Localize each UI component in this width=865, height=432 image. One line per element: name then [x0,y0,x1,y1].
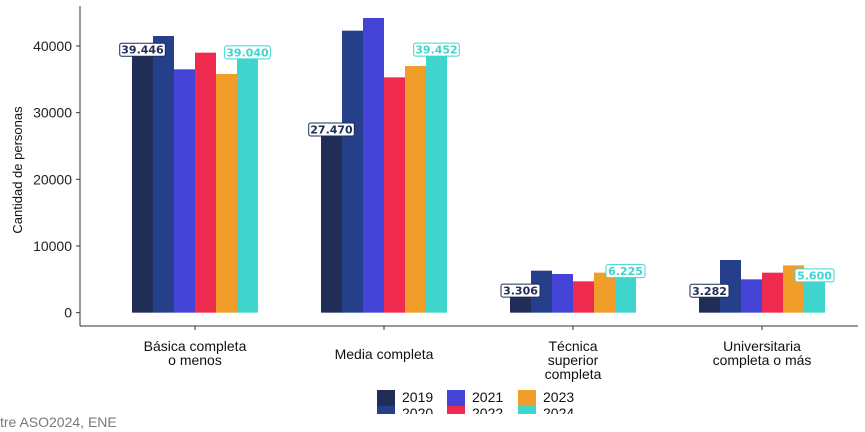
x-category-label: Universitaria [723,338,801,354]
source-caption: tre ASO2024, ENE [0,414,117,430]
data-label-box [794,268,835,283]
data-label: 6.225 [608,265,643,278]
bar-2020 [531,270,552,313]
data-label-box [308,122,355,137]
bar-2021 [741,279,762,313]
bar-2023 [216,74,237,313]
bar-2019 [321,129,342,313]
x-category-label: superior [548,352,599,368]
data-label-box [119,42,166,57]
data-label-box [224,45,271,60]
bar-2022 [384,77,405,313]
legend-label-2020: 2020 [402,405,433,414]
data-label-box [605,264,646,279]
data-label: 5.600 [797,269,832,282]
y-tick-label: 40000 [33,38,72,54]
legend-label-2019: 2019 [402,389,433,405]
data-label-box [413,42,460,57]
data-labels: 39.446 39.040 27.470 39.452 3.306 6.225 3.282 5… [119,42,835,298]
bar-2021 [363,18,384,313]
bar-2023 [594,272,615,313]
bar-2024 [615,271,636,313]
bar-2024 [804,275,825,313]
bar-2021 [552,274,573,313]
x-category-label: completa o más [713,352,812,368]
bar-2020 [153,36,174,313]
data-label: 3.282 [692,285,727,298]
y-tick-label: 30000 [33,105,72,121]
data-label: 39.040 [226,46,269,59]
legend-label-2024: 2024 [543,405,574,414]
x-category-label: Media completa [335,346,434,362]
x-category-label: Técnica [548,338,597,354]
axes: 0 10000 20000 30000 40000 [33,6,858,330]
bar-2022 [195,52,216,313]
bar-2024 [237,52,258,313]
bar-2019 [132,49,153,313]
bars [132,18,825,313]
legend-label-2023: 2023 [543,389,574,405]
x-category-label: completa [545,366,602,382]
y-axis-title: Cantidad de personas [10,106,25,234]
bar-2022 [573,281,594,313]
data-label: 39.452 [415,44,457,57]
bar-2020 [342,30,363,313]
data-label-box [689,283,730,298]
y-tick-label: 0 [64,305,72,321]
legend-swatch-2019 [377,390,395,406]
y-axis-label: Cantidad de personas [10,106,25,234]
legend-swatch-2020 [377,406,395,414]
y-tick-label: 20000 [33,171,72,187]
bar-2023 [405,66,426,313]
legend-swatch-2022 [447,406,465,414]
legend-swatch-2023 [518,390,536,406]
x-category-label: o menos [168,352,222,368]
y-tick-label: 10000 [33,238,72,254]
data-label-box [500,283,541,298]
bar-2022 [762,272,783,313]
bar-2021 [174,69,195,313]
bar-2024 [426,49,447,313]
data-label: 27.470 [310,124,353,137]
data-label: 3.306 [503,285,538,298]
legend-label-2022: 2022 [472,405,503,414]
bar-chart: Cantidad de personas 0 10000 20000 30000 400… [10,6,858,414]
x-category-label: Básica completa [144,338,247,354]
legend-label-2021: 2021 [472,389,503,405]
data-label: 39.446 [121,44,164,57]
legend-swatch-2021 [447,390,465,406]
legend-swatch-2024 [518,406,536,414]
bar-2020 [720,260,741,313]
